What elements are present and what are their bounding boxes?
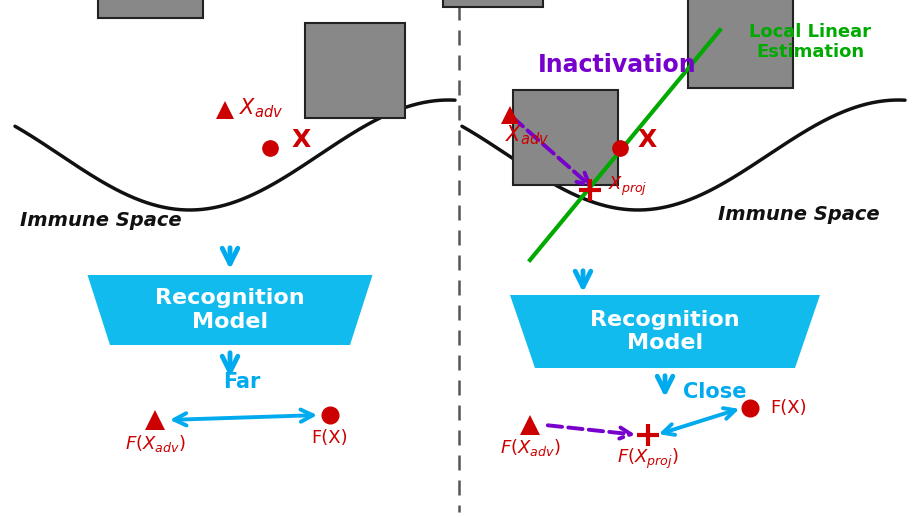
Text: Recognition
Model: Recognition Model: [590, 310, 740, 353]
Text: $X_{proj}$: $X_{proj}$: [608, 174, 647, 197]
Text: $F(X_{proj})$: $F(X_{proj})$: [617, 447, 679, 471]
Text: Close: Close: [683, 382, 746, 402]
FancyBboxPatch shape: [443, 0, 543, 7]
Text: 👤: 👤: [554, 215, 576, 249]
Text: X: X: [638, 128, 657, 152]
Polygon shape: [510, 295, 820, 368]
Text: Local Linear
Estimation: Local Linear Estimation: [749, 23, 871, 62]
Text: $F(X_{adv})$: $F(X_{adv})$: [125, 433, 185, 453]
Text: X: X: [292, 128, 311, 152]
Text: Far: Far: [223, 372, 261, 392]
FancyBboxPatch shape: [97, 0, 203, 18]
Text: Immune Space: Immune Space: [20, 210, 182, 230]
Text: $X_{adv}$: $X_{adv}$: [239, 96, 284, 120]
Text: 👤: 👤: [483, 35, 503, 69]
Text: $F(X_{adv})$: $F(X_{adv})$: [499, 436, 560, 458]
Text: Immune Space: Immune Space: [718, 205, 879, 224]
Text: Recognition
Model: Recognition Model: [155, 288, 305, 331]
FancyBboxPatch shape: [512, 89, 618, 185]
Polygon shape: [87, 275, 373, 345]
Text: 👤: 👤: [729, 118, 751, 152]
Text: $X_{adv}$: $X_{adv}$: [505, 123, 549, 147]
FancyBboxPatch shape: [688, 0, 792, 87]
FancyBboxPatch shape: [305, 23, 405, 117]
Text: 👤: 👤: [344, 148, 365, 182]
Text: 👤: 👤: [139, 48, 161, 82]
Text: Inactivation: Inactivation: [538, 53, 697, 77]
Text: F(X): F(X): [312, 429, 348, 447]
Text: F(X): F(X): [770, 399, 807, 417]
